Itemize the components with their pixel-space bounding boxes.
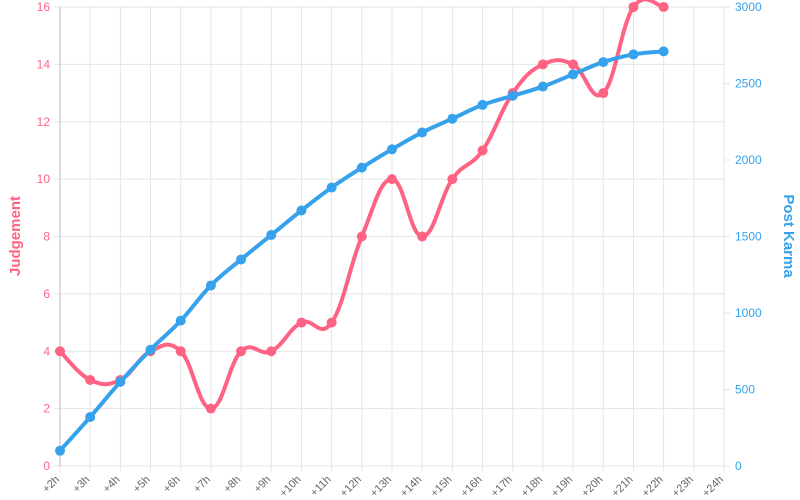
data-point xyxy=(628,49,639,60)
data-point xyxy=(477,145,488,156)
y-axis-label: Judgement xyxy=(7,196,24,276)
x-tick-label: +4h xyxy=(101,474,123,496)
data-point xyxy=(387,174,397,185)
y2-tick-label: 0 xyxy=(735,459,742,473)
data-point xyxy=(447,113,458,124)
y-tick-label: 2 xyxy=(43,402,50,416)
y2-tick-label: 1000 xyxy=(735,306,762,320)
data-point xyxy=(266,346,277,357)
data-point xyxy=(356,162,367,173)
x-tick-label: +3h xyxy=(71,474,93,496)
x-tick-label: +5h xyxy=(131,474,153,496)
x-tick-label: +2h xyxy=(40,474,62,496)
data-point xyxy=(175,346,186,357)
y-tick-label: 16 xyxy=(37,0,51,14)
data-point xyxy=(417,127,428,138)
x-tick-label: +8h xyxy=(222,474,244,496)
data-point xyxy=(55,346,65,357)
data-point xyxy=(145,344,156,355)
y2-tick-label: 500 xyxy=(735,383,755,397)
x-tick-label: +18h xyxy=(519,474,545,500)
data-point xyxy=(507,90,518,101)
data-point xyxy=(658,2,669,12)
data-point xyxy=(205,403,216,414)
x-tick-label: +13h xyxy=(368,474,394,500)
data-point xyxy=(115,376,126,387)
x-tick-label: +16h xyxy=(459,474,485,500)
data-point xyxy=(85,412,96,423)
y-tick-label: 8 xyxy=(43,230,50,244)
data-point xyxy=(236,254,247,265)
data-point xyxy=(568,59,579,70)
y-tick-label: 6 xyxy=(43,287,50,301)
x-tick-label: +10h xyxy=(278,474,304,500)
data-point xyxy=(85,374,96,385)
x-tick-label: +21h xyxy=(610,474,636,500)
data-point xyxy=(568,69,579,80)
x-tick-label: +23h xyxy=(670,474,696,500)
x-tick-label: +17h xyxy=(489,474,515,500)
data-point xyxy=(387,144,397,155)
data-point xyxy=(236,346,247,357)
data-point xyxy=(356,231,367,242)
x-tick-label: +22h xyxy=(640,474,666,500)
data-point xyxy=(55,445,65,456)
y2-axis-label: Post Karma xyxy=(780,194,797,278)
data-point xyxy=(326,317,337,328)
data-point xyxy=(598,88,609,99)
data-point xyxy=(205,280,216,291)
data-point xyxy=(417,231,428,242)
data-point xyxy=(266,229,277,240)
y2-tick-label: 3000 xyxy=(735,0,762,14)
x-tick-label: +9h xyxy=(252,474,274,496)
x-tick-label: +11h xyxy=(308,474,333,499)
series-line xyxy=(58,0,665,411)
y2-tick-label: 1500 xyxy=(735,230,762,244)
y-tick-label: 4 xyxy=(43,344,50,358)
data-point xyxy=(447,174,458,185)
x-tick-label: +19h xyxy=(549,474,575,500)
data-point xyxy=(296,317,307,328)
y-tick-label: 12 xyxy=(37,115,51,129)
data-point xyxy=(598,57,609,68)
y-tick-label: 14 xyxy=(37,57,51,71)
x-tick-label: +15h xyxy=(428,474,454,500)
data-point xyxy=(537,59,548,70)
y2-tick-label: 2500 xyxy=(735,77,762,91)
x-tick-label: +7h xyxy=(191,474,213,496)
y2-tick-label: 2000 xyxy=(735,153,762,167)
y-tick-label: 10 xyxy=(37,172,51,186)
data-point xyxy=(296,205,307,216)
x-tick-label: +12h xyxy=(338,474,364,500)
data-point xyxy=(628,2,639,12)
y-tick-label: 0 xyxy=(43,459,50,473)
data-point xyxy=(658,46,669,57)
x-tick-label: +14h xyxy=(398,474,424,500)
data-point xyxy=(175,315,186,326)
data-point xyxy=(537,81,548,92)
data-point xyxy=(477,99,488,110)
data-point xyxy=(326,182,337,193)
x-tick-label: +20h xyxy=(579,474,605,500)
x-tick-label: +24h xyxy=(700,474,726,500)
x-tick-label: +6h xyxy=(161,474,183,496)
